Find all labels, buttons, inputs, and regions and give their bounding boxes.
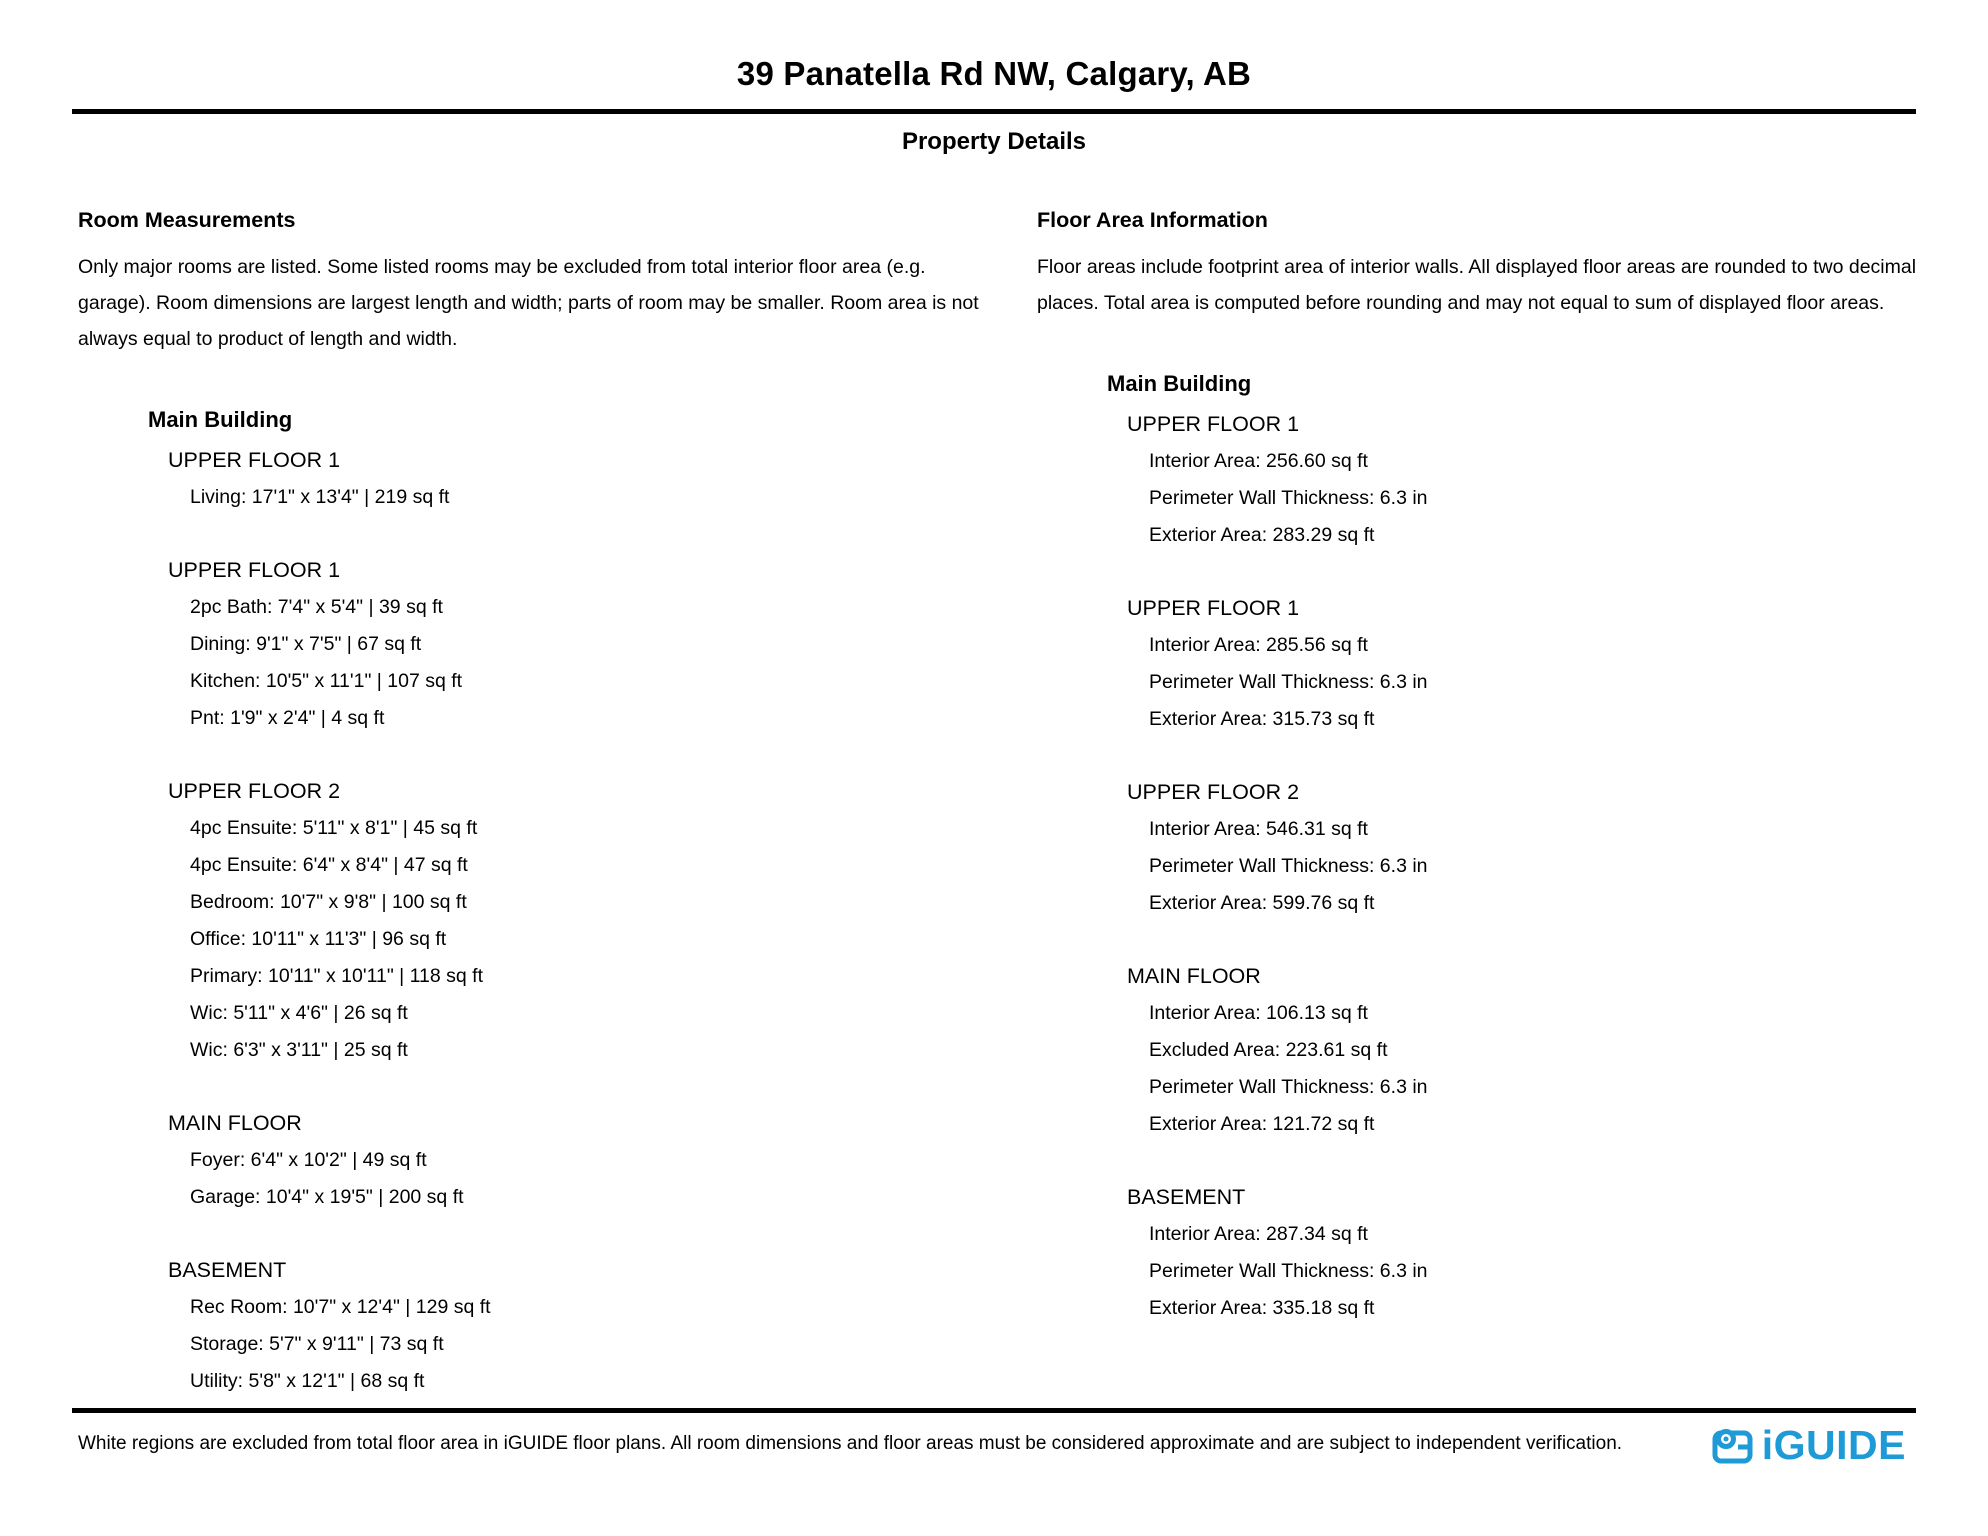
floor-area-detail: Perimeter Wall Thickness: 6.3 in xyxy=(1149,855,1428,877)
floor-area-detail: Exterior Area: 283.29 sq ft xyxy=(1149,524,1375,546)
iguide-camera-icon xyxy=(1712,1426,1756,1466)
floor-name: MAIN FLOOR xyxy=(1127,964,1261,988)
title-divider xyxy=(72,109,1916,114)
building-name: Main Building xyxy=(1107,371,1252,396)
floor-area-detail: Excluded Area: 223.61 sq ft xyxy=(1149,1039,1388,1061)
floor-group: BASEMENT Rec Room: 10'7" x 12'4" | 129 sq… xyxy=(78,1252,991,1400)
floor-area-detail: Perimeter Wall Thickness: 6.3 in xyxy=(1149,671,1428,693)
floor-name: BASEMENT xyxy=(1127,1185,1246,1209)
room-measurement: Wic: 6'3" x 3'11" | 25 sq ft xyxy=(190,1039,408,1061)
footer-row: White regions are excluded from total fl… xyxy=(72,1413,1916,1466)
room-measurement: 2pc Bath: 7'4" x 5'4" | 39 sq ft xyxy=(190,596,443,618)
room-measurement: Primary: 10'11" x 10'11" | 118 sq ft xyxy=(190,965,483,987)
floor-name: UPPER FLOOR 1 xyxy=(1127,596,1300,620)
room-measurement: 4pc Ensuite: 5'11" x 8'1" | 45 sq ft xyxy=(190,817,478,839)
page-title: 39 Panatella Rd NW, Calgary, AB xyxy=(736,55,1252,92)
content-columns: Room Measurements Only major rooms are l… xyxy=(0,208,1988,1400)
floor-group: UPPER FLOOR 1 Interior Area: 285.56 sq ft… xyxy=(1037,590,1950,738)
room-measurement: 4pc Ensuite: 6'4" x 8'4" | 47 sq ft xyxy=(190,854,468,876)
floor-area-section: Floor Area Information Floor areas inclu… xyxy=(1037,208,1950,1400)
floor-group: UPPER FLOOR 2 Interior Area: 546.31 sq ft… xyxy=(1037,774,1950,922)
room-measurements-section: Room Measurements Only major rooms are l… xyxy=(78,208,991,1400)
floor-area-detail: Interior Area: 106.13 sq ft xyxy=(1149,1002,1368,1024)
floor-area-detail: Exterior Area: 335.18 sq ft xyxy=(1149,1297,1375,1319)
floor-area-detail: Perimeter Wall Thickness: 6.3 in xyxy=(1149,1076,1428,1098)
room-measurement: Rec Room: 10'7" x 12'4" | 129 sq ft xyxy=(190,1296,491,1318)
floor-name: UPPER FLOOR 1 xyxy=(168,448,341,472)
iguide-logo-text: iGUIDE xyxy=(1761,1422,1906,1468)
floor-area-detail: Interior Area: 256.60 sq ft xyxy=(1149,450,1368,472)
room-measurement: Kitchen: 10'5" x 11'1" | 107 sq ft xyxy=(190,670,463,692)
page-footer: White regions are excluded from total fl… xyxy=(72,1408,1916,1466)
floor-name: UPPER FLOOR 2 xyxy=(1127,780,1300,804)
floor-area-detail: Exterior Area: 315.73 sq ft xyxy=(1149,708,1375,730)
floor-name: UPPER FLOOR 2 xyxy=(168,779,341,803)
floor-group: MAIN FLOOR Foyer: 6'4" x 10'2" | 49 sq ft… xyxy=(78,1105,991,1216)
floor-name: UPPER FLOOR 1 xyxy=(168,558,341,582)
room-measurement: Wic: 5'11" x 4'6" | 26 sq ft xyxy=(190,1002,408,1024)
building-name: Main Building xyxy=(148,407,293,432)
iguide-logo[interactable]: iGUIDE xyxy=(1712,1425,1906,1466)
floor-area-description: Floor areas include footprint area of in… xyxy=(1037,256,1917,314)
floor-area-heading: Floor Area Information xyxy=(1037,208,1268,232)
floor-area-detail: Interior Area: 287.34 sq ft xyxy=(1149,1223,1368,1245)
room-measurement: Living: 17'1" x 13'4" | 219 sq ft xyxy=(190,486,450,508)
room-measurements-description: Only major rooms are listed. Some listed… xyxy=(78,256,979,350)
floor-group: UPPER FLOOR 1 Living: 17'1" x 13'4" | 219… xyxy=(78,442,991,516)
room-measurement: Garage: 10'4" x 19'5" | 200 sq ft xyxy=(190,1186,464,1208)
floor-name: UPPER FLOOR 1 xyxy=(1127,412,1300,436)
page-subtitle: Property Details xyxy=(901,128,1087,155)
room-measurement: Office: 10'11" x 11'3" | 96 sq ft xyxy=(190,928,447,950)
floor-area-detail: Perimeter Wall Thickness: 6.3 in xyxy=(1149,1260,1428,1282)
floor-area-detail: Interior Area: 546.31 sq ft xyxy=(1149,818,1368,840)
floor-area-detail: Exterior Area: 121.72 sq ft xyxy=(1149,1113,1375,1135)
room-measurement: Utility: 5'8" x 12'1" | 68 sq ft xyxy=(190,1370,425,1392)
page-header: 39 Panatella Rd NW, Calgary, AB Property… xyxy=(0,0,1988,156)
room-measurements-building: Main Building UPPER FLOOR 1 Living: 17'1"… xyxy=(78,407,991,1400)
floor-area-detail: Exterior Area: 599.76 sq ft xyxy=(1149,892,1375,914)
floor-group: UPPER FLOOR 1 2pc Bath: 7'4" x 5'4" | 39 … xyxy=(78,552,991,737)
floor-area-list: UPPER FLOOR 1 Interior Area: 256.60 sq ft… xyxy=(1037,406,1950,1327)
floor-group: MAIN FLOOR Interior Area: 106.13 sq ft Exc… xyxy=(1037,958,1950,1143)
room-measurement: Pnt: 1'9" x 2'4" | 4 sq ft xyxy=(190,707,385,729)
floor-area-detail: Interior Area: 285.56 sq ft xyxy=(1149,634,1368,656)
floor-group: BASEMENT Interior Area: 287.34 sq ft Perim… xyxy=(1037,1179,1950,1327)
floor-group: UPPER FLOOR 2 4pc Ensuite: 5'11" x 8'1" |… xyxy=(78,773,991,1069)
room-measurement: Foyer: 6'4" x 10'2" | 49 sq ft xyxy=(190,1149,427,1171)
footer-disclaimer: White regions are excluded from total fl… xyxy=(78,1433,1623,1454)
room-measurement: Storage: 5'7" x 9'11" | 73 sq ft xyxy=(190,1333,444,1355)
floor-name: MAIN FLOOR xyxy=(168,1111,302,1135)
floor-area-building: Main Building UPPER FLOOR 1 Interior Area… xyxy=(1037,371,1950,1327)
room-measurement: Bedroom: 10'7" x 9'8" | 100 sq ft xyxy=(190,891,467,913)
room-list: UPPER FLOOR 1 Living: 17'1" x 13'4" | 219… xyxy=(78,442,991,1400)
floor-group: UPPER FLOOR 1 Interior Area: 256.60 sq ft… xyxy=(1037,406,1950,554)
floor-name: BASEMENT xyxy=(168,1258,287,1282)
room-measurement: Dining: 9'1" x 7'5" | 67 sq ft xyxy=(190,633,422,655)
room-measurements-heading: Room Measurements xyxy=(78,208,296,232)
floor-area-detail: Perimeter Wall Thickness: 6.3 in xyxy=(1149,487,1428,509)
footer-divider xyxy=(72,1408,1916,1413)
